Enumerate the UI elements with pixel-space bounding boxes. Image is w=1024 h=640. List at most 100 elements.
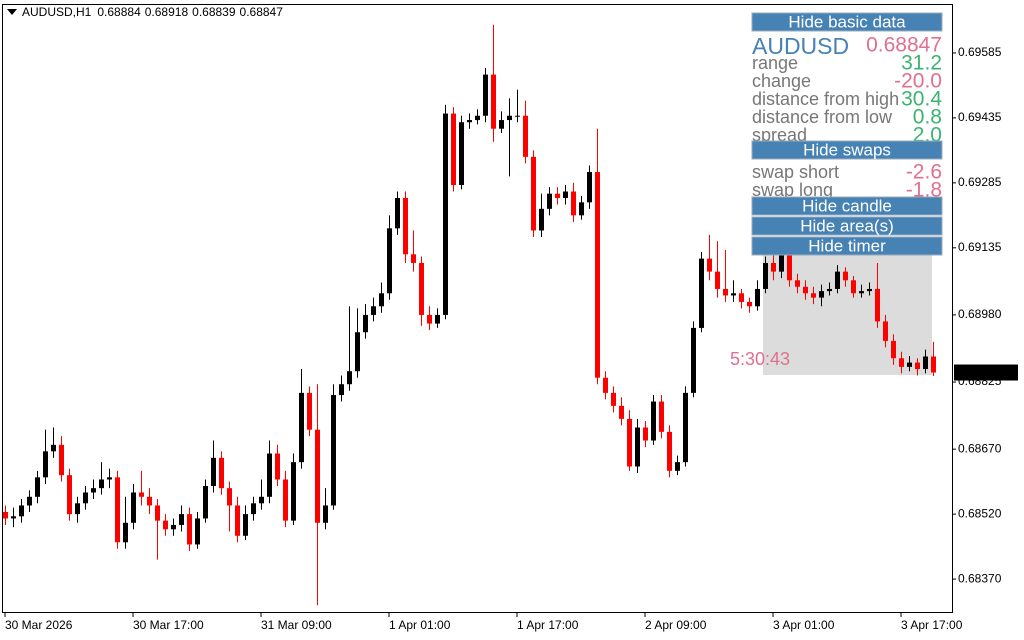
menu-icon[interactable] [7, 9, 17, 15]
y-tick-label: 0.69285 [958, 175, 1002, 189]
candle-body [75, 503, 80, 515]
x-tick-label: 1 Apr 01:00 [389, 618, 451, 632]
candle-body [403, 198, 408, 255]
candle-body [347, 371, 352, 385]
price-label: 0.68847 [958, 365, 1002, 379]
candle-body [531, 156, 536, 231]
candle-body [763, 262, 768, 289]
candle-body [155, 505, 160, 521]
candle-body [651, 401, 656, 441]
candle-body [827, 288, 832, 292]
row-value: 30.4 [901, 88, 942, 111]
candle-body [107, 477, 112, 480]
candle-body [579, 202, 584, 216]
candle-body [755, 288, 760, 307]
candle-body [699, 258, 704, 328]
candle-body [915, 362, 920, 370]
candle-body [227, 488, 232, 506]
button[interactable]: Hide basic data [751, 12, 943, 32]
candle-body [451, 113, 456, 186]
candle-body [795, 280, 800, 287]
candle-body [563, 191, 568, 199]
button[interactable]: Hide swaps [751, 140, 943, 160]
x-tick-label: 31 Mar 09:00 [261, 618, 332, 632]
button-bg[interactable] [751, 196, 943, 216]
candle-body [435, 314, 440, 324]
button-label[interactable]: Hide area(s) [800, 216, 894, 235]
row-value: 31.2 [901, 52, 942, 75]
symbol: AUDUSD [752, 33, 849, 59]
candle-body [523, 115, 528, 157]
candle-body [683, 392, 688, 463]
x-tick-label: 2 Apr 09:00 [645, 618, 707, 632]
candle-body [819, 291, 824, 298]
candle-body [83, 492, 88, 504]
price-box [954, 364, 1018, 381]
candle-body [571, 191, 576, 216]
candle-body [131, 492, 136, 523]
candle-body [203, 485, 208, 519]
candle-body [259, 496, 264, 504]
candle-body [19, 505, 24, 517]
candle-body [779, 254, 784, 272]
button-bg[interactable] [751, 236, 943, 256]
button-label[interactable]: Hide candle [802, 196, 892, 215]
candle-body [315, 429, 320, 523]
y-tick-label: 0.68520 [958, 506, 1002, 520]
candle-body [659, 401, 664, 432]
candle-body [875, 288, 880, 322]
y-tick-label: 0.68670 [958, 441, 1002, 455]
candle-body [635, 427, 640, 467]
candle-body [211, 457, 216, 486]
button-bg[interactable] [751, 216, 943, 236]
candle-body [723, 288, 728, 296]
button-label[interactable]: Hide basic data [788, 12, 906, 31]
row-label: swap short [752, 162, 839, 182]
button[interactable]: Hide area(s) [751, 216, 943, 236]
candle-body [3, 511, 8, 519]
candle-body [739, 293, 744, 302]
row-value: -20.0 [894, 70, 942, 93]
button-bg[interactable] [751, 140, 943, 160]
candle-body [851, 280, 856, 294]
x-tick-label: 1 Apr 17:00 [517, 618, 579, 632]
candle-body [587, 172, 592, 203]
row-label: change [752, 71, 811, 91]
x-tick-label: 3 Apr 01:00 [773, 618, 835, 632]
candle-body [931, 356, 936, 373]
candle-body [323, 505, 328, 523]
button-label[interactable]: Hide swaps [803, 140, 891, 159]
y-tick-label: 0.69435 [958, 110, 1002, 124]
candle-body [283, 479, 288, 521]
candle-body [859, 291, 864, 294]
candle-body [707, 258, 712, 272]
candle-body [339, 384, 344, 396]
y-tick-label: 0.68370 [958, 571, 1002, 585]
button-label[interactable]: Hide timer [808, 236, 886, 255]
row-label: range [752, 53, 798, 73]
candle-body [547, 193, 552, 209]
open: 0.68884 [97, 5, 141, 19]
candle-body [787, 254, 792, 281]
candle-body [43, 451, 48, 478]
candle-body [899, 358, 904, 367]
candle-body [195, 518, 200, 545]
candle-body [355, 332, 360, 372]
candle-body [595, 172, 600, 378]
candle-body [747, 301, 752, 307]
candle-body [771, 262, 776, 272]
candle-body [219, 457, 224, 489]
button-bg[interactable] [751, 12, 943, 32]
candle-body [491, 74, 496, 129]
candle-body [123, 522, 128, 543]
candle-body [883, 321, 888, 341]
symbol: AUDUSD,H1 [22, 5, 92, 19]
candle-body [731, 293, 736, 296]
row-label: swap long [752, 180, 833, 200]
candle-body [187, 514, 192, 545]
button[interactable]: Hide timer [751, 236, 943, 256]
button[interactable]: Hide candle [751, 196, 943, 216]
candle-body [443, 113, 448, 315]
plot-frame [2, 4, 953, 613]
